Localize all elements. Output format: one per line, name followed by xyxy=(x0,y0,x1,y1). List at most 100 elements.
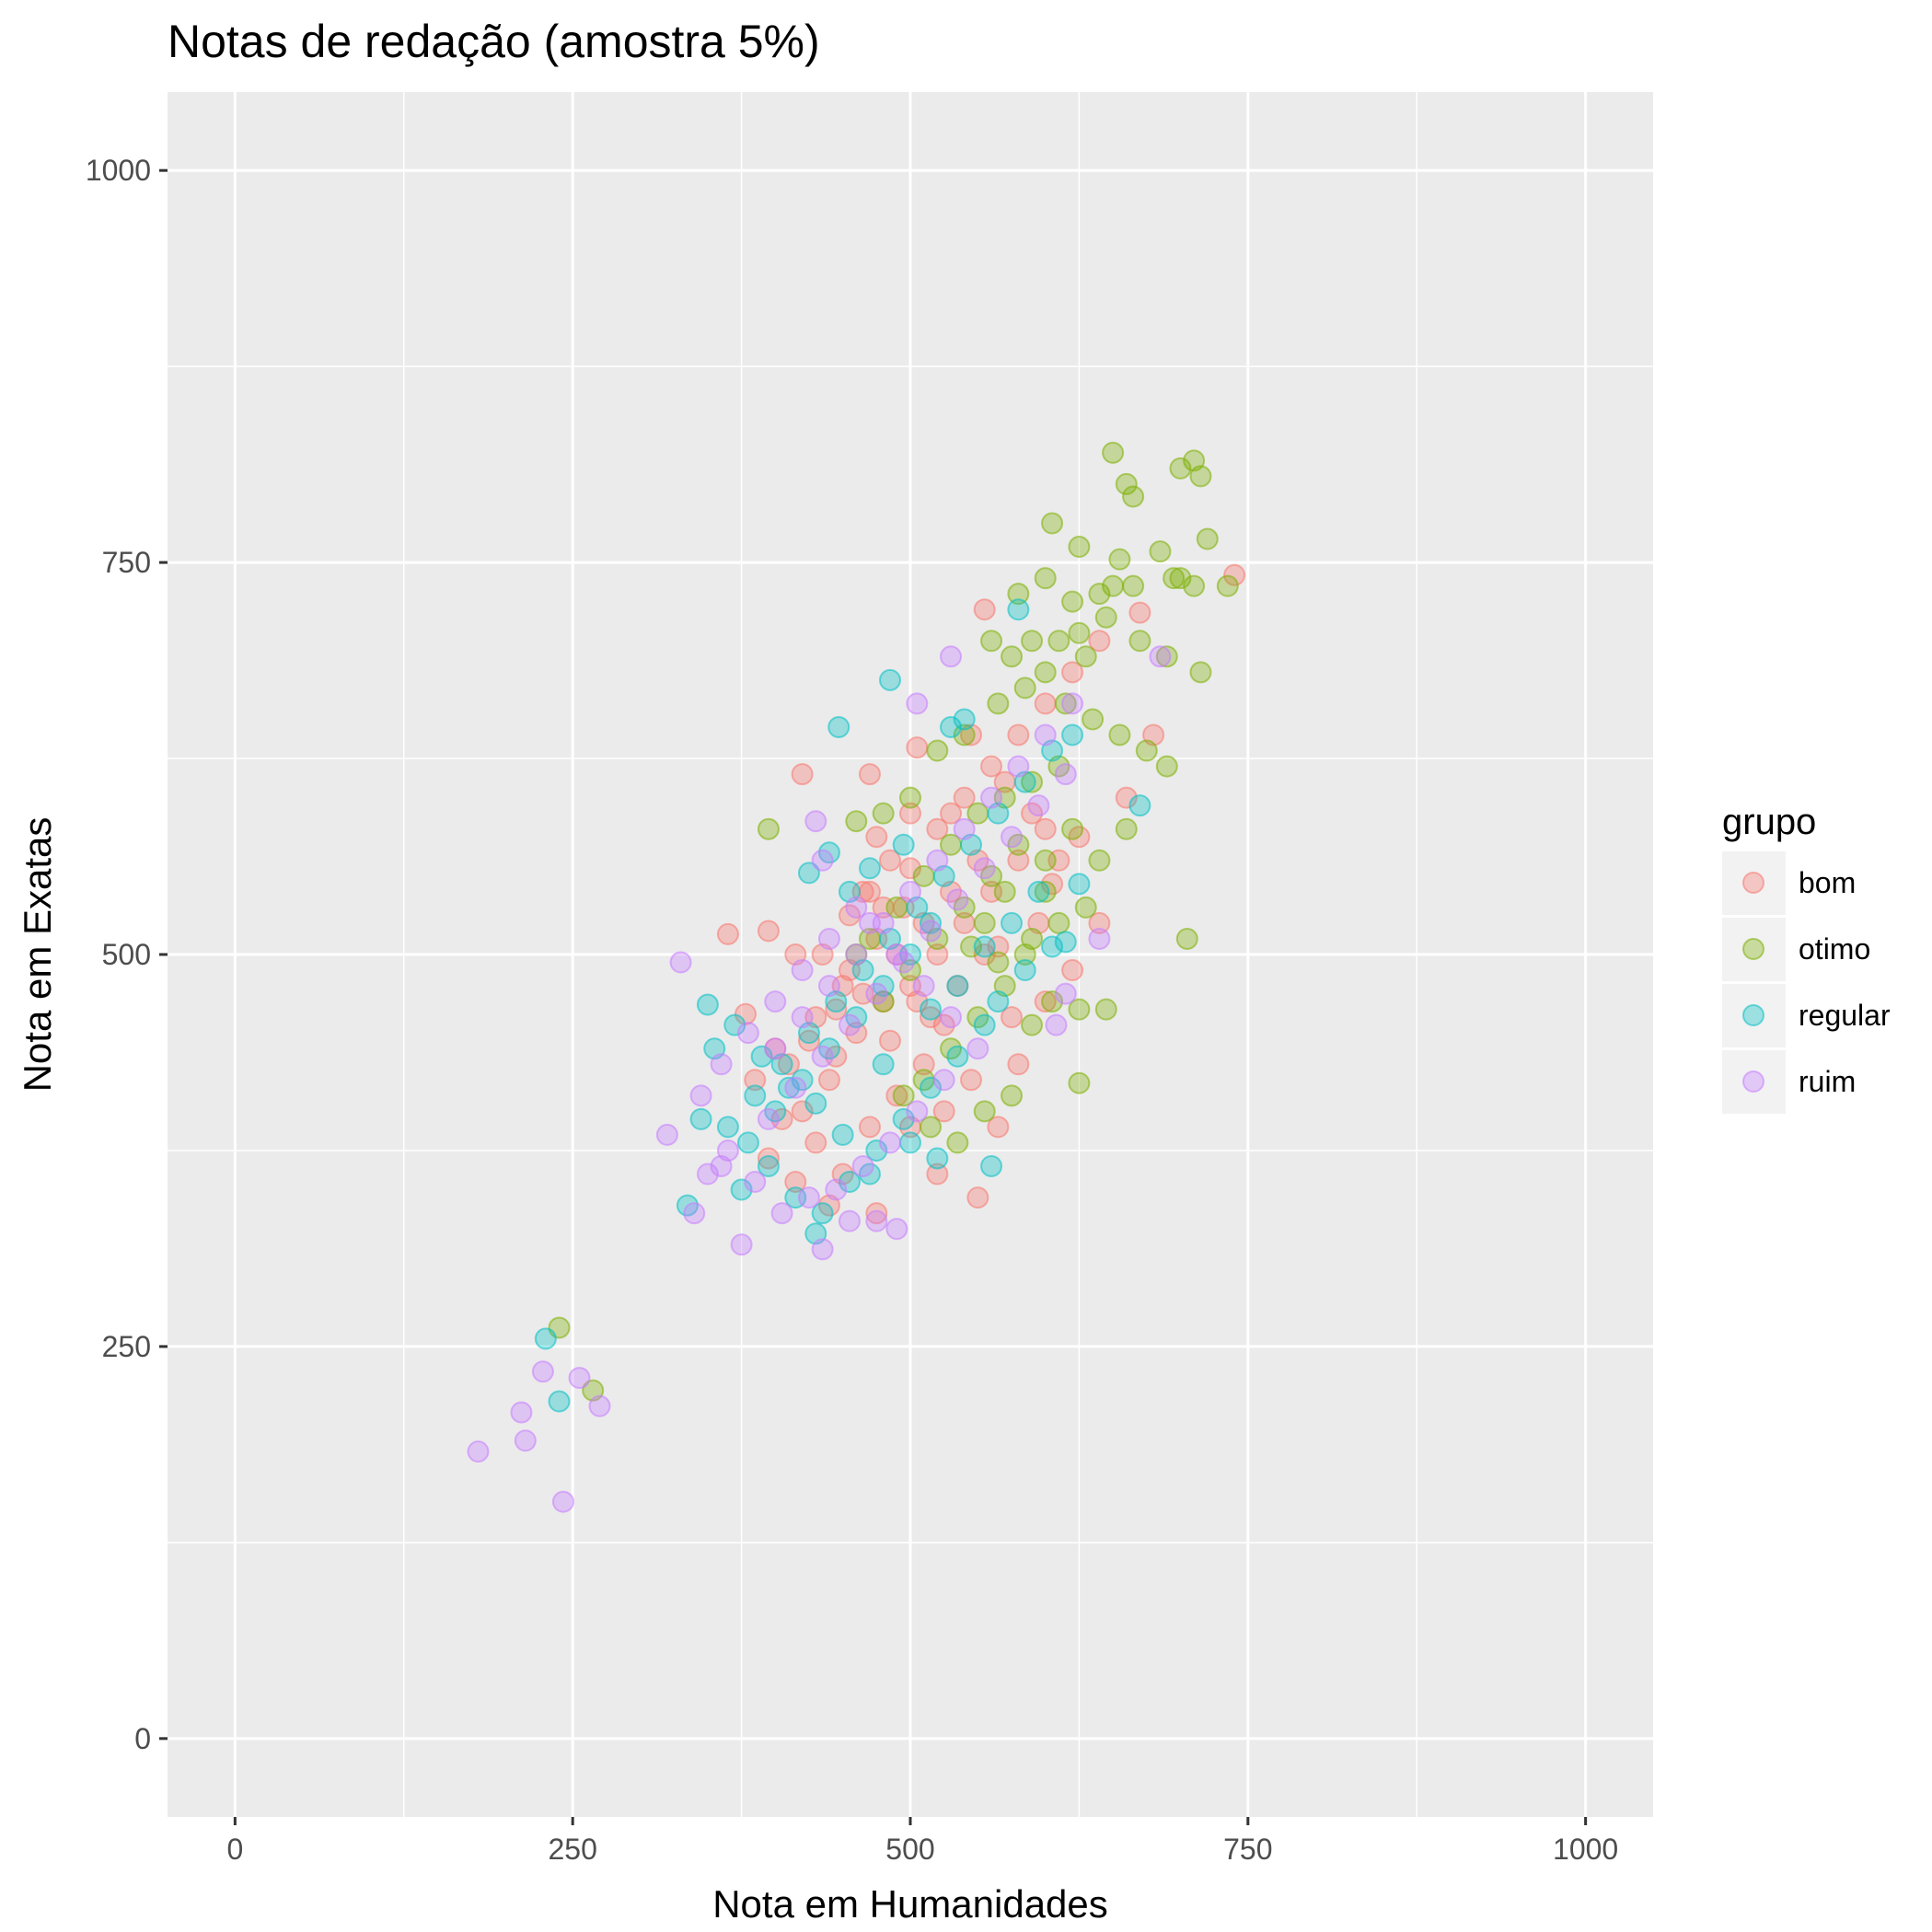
point-bom xyxy=(1001,1006,1024,1029)
point-bom xyxy=(1007,849,1030,872)
point-otimo xyxy=(973,911,996,934)
point-otimo xyxy=(1068,1071,1091,1094)
point-ruim xyxy=(1045,1013,1068,1036)
y-axis-title: Nota em Exatas xyxy=(16,817,59,1093)
point-ruim xyxy=(885,1218,908,1241)
point-otimo xyxy=(946,1131,969,1154)
point-otimo xyxy=(993,880,1016,903)
point-regular xyxy=(757,1154,780,1177)
point-regular xyxy=(920,1076,943,1099)
point-regular xyxy=(811,1202,834,1225)
point-bom xyxy=(825,998,848,1021)
point-regular xyxy=(838,1171,861,1194)
point-ruim xyxy=(851,1154,874,1177)
point-otimo xyxy=(845,810,868,833)
point-regular xyxy=(940,715,963,738)
point-ruim xyxy=(920,920,943,943)
point-regular xyxy=(696,993,719,1016)
point-ruim xyxy=(906,1100,929,1123)
legend-title: grupo xyxy=(1722,802,1816,842)
point-regular xyxy=(953,708,976,731)
point-otimo xyxy=(1013,943,1036,966)
point-otimo xyxy=(973,1100,996,1123)
point-ruim xyxy=(588,1394,611,1417)
point-ruim xyxy=(669,951,692,974)
point-regular xyxy=(920,998,943,1021)
point-ruim xyxy=(811,1045,834,1068)
point-ruim xyxy=(906,692,929,715)
point-otimo xyxy=(1001,1084,1024,1107)
point-otimo xyxy=(1122,574,1145,597)
point-otimo xyxy=(1074,645,1097,668)
point-otimo xyxy=(892,1084,915,1107)
point-bom xyxy=(797,1029,820,1052)
point-bom xyxy=(804,1131,827,1154)
point-otimo xyxy=(1034,880,1057,903)
point-ruim xyxy=(1027,794,1050,817)
point-otimo xyxy=(1094,606,1117,629)
x-axis-title: Nota em Humanidades xyxy=(712,1882,1108,1926)
point-bom xyxy=(1061,959,1084,982)
point-ruim xyxy=(845,943,868,966)
point-ruim xyxy=(811,1238,834,1261)
legend-label: bom xyxy=(1799,866,1856,899)
point-regular xyxy=(1054,931,1077,954)
point-otimo xyxy=(1013,677,1036,700)
point-ruim xyxy=(825,1178,848,1201)
point-regular xyxy=(548,1390,571,1413)
x-axis: 0 250 500 750 1000 xyxy=(226,1817,1618,1866)
point-ruim xyxy=(784,1076,807,1099)
y-tick-label: 0 xyxy=(134,1722,151,1755)
point-ruim xyxy=(899,880,921,903)
point-ruim xyxy=(1061,692,1084,715)
point-otimo xyxy=(1163,567,1186,590)
point-otimo xyxy=(1102,441,1125,464)
y-tick-label: 750 xyxy=(102,546,151,579)
point-ruim xyxy=(926,849,949,872)
point-regular xyxy=(744,1084,767,1107)
point-ruim xyxy=(1054,763,1077,786)
point-otimo xyxy=(1088,849,1111,872)
point-regular xyxy=(689,1107,712,1130)
legend-key xyxy=(1722,918,1786,981)
point-otimo xyxy=(1115,817,1138,840)
x-tick-label: 500 xyxy=(885,1833,934,1866)
point-regular xyxy=(1007,598,1030,621)
point-ruim xyxy=(932,1069,955,1092)
chart-title: Notas de redação (amostra 5%) xyxy=(168,16,820,67)
point-otimo xyxy=(1082,708,1105,731)
point-otimo xyxy=(987,692,1010,715)
point-bom xyxy=(757,920,780,943)
point-ruim xyxy=(710,1053,733,1076)
legend-label: regular xyxy=(1799,999,1891,1032)
point-otimo xyxy=(1169,457,1192,480)
point-regular xyxy=(946,1045,969,1068)
point-ruim xyxy=(1001,826,1024,849)
point-regular xyxy=(987,990,1010,1013)
point-regular xyxy=(534,1327,557,1350)
point-regular xyxy=(831,1123,854,1146)
point-otimo xyxy=(1155,645,1178,668)
point-otimo xyxy=(1021,770,1044,793)
point-regular xyxy=(730,1178,753,1201)
point-bom xyxy=(926,943,949,966)
point-ruim xyxy=(811,849,834,872)
point-otimo xyxy=(1034,661,1057,684)
point-ruim xyxy=(730,1233,753,1256)
series-regular xyxy=(534,598,1151,1413)
point-bom xyxy=(1007,1053,1030,1076)
point-regular xyxy=(1027,880,1050,903)
point-ruim xyxy=(838,1209,861,1232)
point-bom xyxy=(878,1029,901,1052)
point-otimo xyxy=(1175,927,1198,950)
point-ruim xyxy=(953,817,976,840)
point-otimo xyxy=(1007,583,1030,606)
point-regular xyxy=(1001,911,1024,934)
point-ruim xyxy=(744,1171,767,1194)
point-otimo xyxy=(1216,574,1239,597)
point-otimo xyxy=(987,951,1010,974)
point-otimo xyxy=(1001,645,1024,668)
legend-key-symbol xyxy=(1742,938,1764,960)
point-bom xyxy=(940,802,963,825)
point-ruim xyxy=(940,645,963,668)
